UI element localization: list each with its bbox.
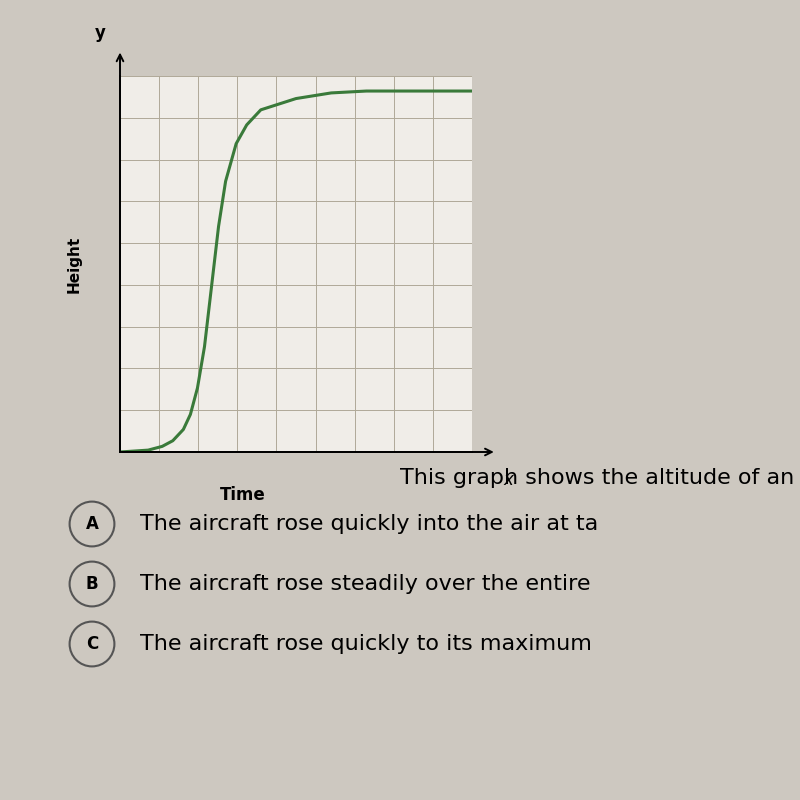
Text: B: B (86, 575, 98, 593)
Text: Time: Time (220, 486, 266, 504)
Text: Height: Height (66, 235, 82, 293)
Text: This graph shows the altitude of an airplane o: This graph shows the altitude of an airp… (400, 468, 800, 488)
Text: x: x (504, 470, 514, 489)
Text: The aircraft rose quickly into the air at ta: The aircraft rose quickly into the air a… (140, 514, 598, 534)
Text: A: A (86, 515, 98, 533)
Text: y: y (95, 24, 106, 42)
Text: The aircraft rose quickly to its maximum: The aircraft rose quickly to its maximum (140, 634, 592, 654)
Text: The aircraft rose steadily over the entire: The aircraft rose steadily over the enti… (140, 574, 590, 594)
Text: C: C (86, 635, 98, 653)
